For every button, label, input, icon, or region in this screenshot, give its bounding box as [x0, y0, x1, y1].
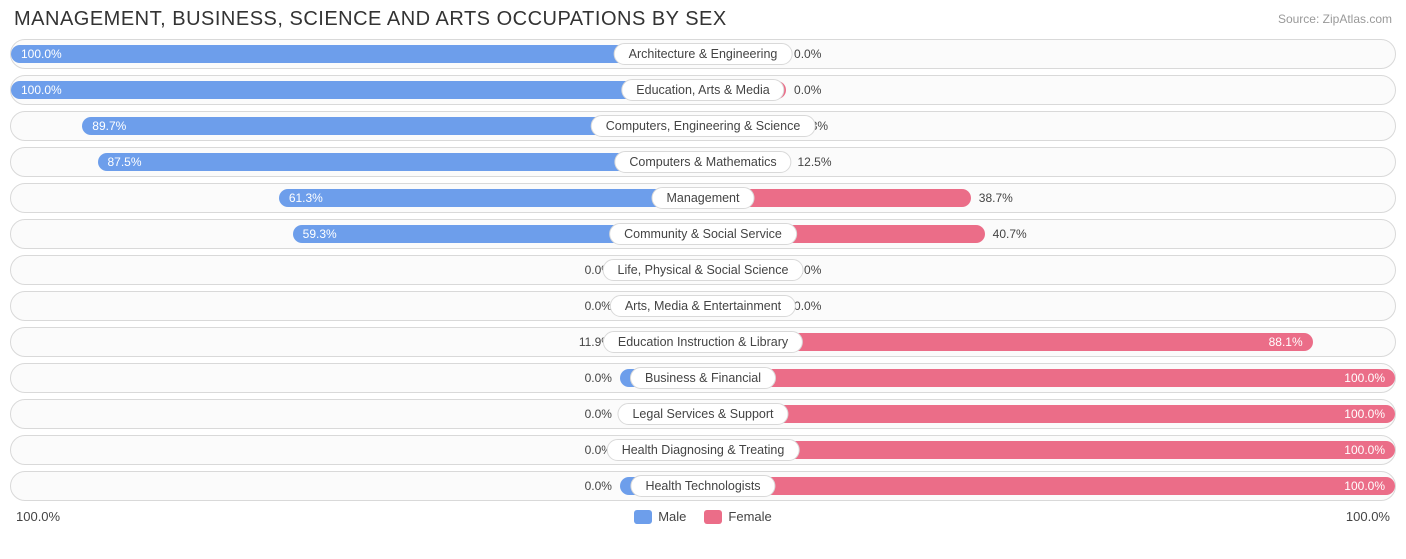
female-bar: 100.0% — [703, 369, 1395, 387]
category-label: Business & Financial — [630, 367, 776, 389]
female-half: 100.0% — [703, 472, 1395, 500]
chart-row: 0.0%0.0%Life, Physical & Social Science — [10, 255, 1396, 285]
male-bar: 100.0% — [11, 81, 703, 99]
chart-row: 0.0% 100.0% Legal Services & Support — [10, 399, 1396, 429]
category-label: Life, Physical & Social Science — [603, 259, 804, 281]
female-bar: 100.0% — [703, 441, 1395, 459]
male-value-label: 0.0% — [585, 479, 620, 493]
chart-row: 11.9% 88.1% Education Instruction & Librar… — [10, 327, 1396, 357]
male-half: 0.0% — [11, 472, 703, 500]
chart-row: 59.3% 40.7% Community & Social Service — [10, 219, 1396, 249]
female-value-label: 38.7% — [971, 191, 1013, 205]
male-value-label: 100.0% — [11, 47, 72, 61]
male-half: 0.0% — [11, 364, 703, 392]
legend: Male Female — [634, 509, 772, 524]
male-half: 87.5% — [11, 148, 703, 176]
chart-row: 0.0%0.0%Arts, Media & Entertainment — [10, 291, 1396, 321]
female-half: 88.1% — [703, 328, 1395, 356]
female-half: 100.0% — [703, 400, 1395, 428]
legend-label-female: Female — [728, 509, 771, 524]
female-half: 100.0% — [703, 436, 1395, 464]
chart-row: 89.7%10.3%Computers, Engineering & Scien… — [10, 111, 1396, 141]
male-value-label: 0.0% — [585, 371, 620, 385]
legend-item-male: Male — [634, 509, 686, 524]
chart-source: Source: ZipAtlas.com — [1278, 8, 1392, 26]
category-label: Computers & Mathematics — [614, 151, 791, 173]
female-half: 0.0% — [703, 40, 1395, 68]
chart-row: 0.0% 100.0% Health Diagnosing & Treating — [10, 435, 1396, 465]
female-half: 0.0% — [703, 256, 1395, 284]
legend-swatch-male — [634, 510, 652, 524]
chart-row: 100.0% 0.0%Education, Arts & Media — [10, 75, 1396, 105]
category-label: Computers, Engineering & Science — [591, 115, 816, 137]
category-label: Education, Arts & Media — [621, 79, 784, 101]
male-value-label: 0.0% — [585, 407, 620, 421]
category-label: Health Diagnosing & Treating — [607, 439, 800, 461]
male-value-label: 61.3% — [279, 191, 333, 205]
chart-row: 87.5% 12.5%Computers & Mathematics — [10, 147, 1396, 177]
male-bar: 87.5% — [98, 153, 704, 171]
female-value-label: 12.5% — [790, 155, 832, 169]
axis-left-label: 100.0% — [16, 509, 60, 524]
legend-label-male: Male — [658, 509, 686, 524]
male-value-label: 59.3% — [293, 227, 347, 241]
male-half: 100.0% — [11, 40, 703, 68]
female-value-label: 0.0% — [786, 83, 821, 97]
male-value-label: 100.0% — [11, 83, 72, 97]
category-label: Health Technologists — [630, 475, 775, 497]
female-value-label: 100.0% — [1334, 479, 1395, 493]
male-half: 0.0% — [11, 256, 703, 284]
female-value-label: 40.7% — [985, 227, 1027, 241]
female-half: 12.5% — [703, 148, 1395, 176]
female-value-label: 100.0% — [1334, 407, 1395, 421]
male-half: 100.0% — [11, 76, 703, 104]
diverging-bar-chart: 100.0%0.0%Architecture & Engineering100.… — [0, 35, 1406, 501]
female-half: 100.0% — [703, 364, 1395, 392]
chart-header: MANAGEMENT, BUSINESS, SCIENCE AND ARTS O… — [0, 0, 1406, 35]
chart-title: MANAGEMENT, BUSINESS, SCIENCE AND ARTS O… — [14, 8, 727, 31]
category-label: Arts, Media & Entertainment — [610, 295, 796, 317]
legend-swatch-female — [704, 510, 722, 524]
female-value-label: 100.0% — [1334, 371, 1395, 385]
chart-row: 100.0% 0.0%Architecture & Engineering — [10, 39, 1396, 69]
male-half: 61.3% — [11, 184, 703, 212]
female-half: 0.0% — [703, 76, 1395, 104]
category-label: Architecture & Engineering — [614, 43, 793, 65]
female-half: 40.7% — [703, 220, 1395, 248]
male-value-label: 87.5% — [98, 155, 152, 169]
legend-item-female: Female — [704, 509, 771, 524]
male-half: 11.9% — [11, 328, 703, 356]
male-bar: 61.3% — [279, 189, 703, 207]
category-label: Management — [652, 187, 755, 209]
male-value-label: 89.7% — [82, 119, 136, 133]
male-half: 59.3% — [11, 220, 703, 248]
female-half: 0.0% — [703, 292, 1395, 320]
female-half: 38.7% — [703, 184, 1395, 212]
chart-row: 0.0% 100.0% Business & Financial — [10, 363, 1396, 393]
chart-row: 61.3% 38.7% Management — [10, 183, 1396, 213]
male-half: 0.0% — [11, 292, 703, 320]
category-label: Education Instruction & Library — [603, 331, 803, 353]
axis-right-label: 100.0% — [1346, 509, 1390, 524]
male-bar: 100.0% — [11, 45, 703, 63]
category-label: Community & Social Service — [609, 223, 797, 245]
male-half: 0.0% — [11, 400, 703, 428]
chart-footer: 100.0% Male Female 100.0% — [0, 507, 1406, 524]
female-bar: 100.0% — [703, 405, 1395, 423]
chart-row: 0.0% 100.0% Health Technologists — [10, 471, 1396, 501]
female-bar: 100.0% — [703, 477, 1395, 495]
female-value-label: 100.0% — [1334, 443, 1395, 457]
female-value-label: 88.1% — [1259, 335, 1313, 349]
male-half: 0.0% — [11, 436, 703, 464]
category-label: Legal Services & Support — [617, 403, 788, 425]
